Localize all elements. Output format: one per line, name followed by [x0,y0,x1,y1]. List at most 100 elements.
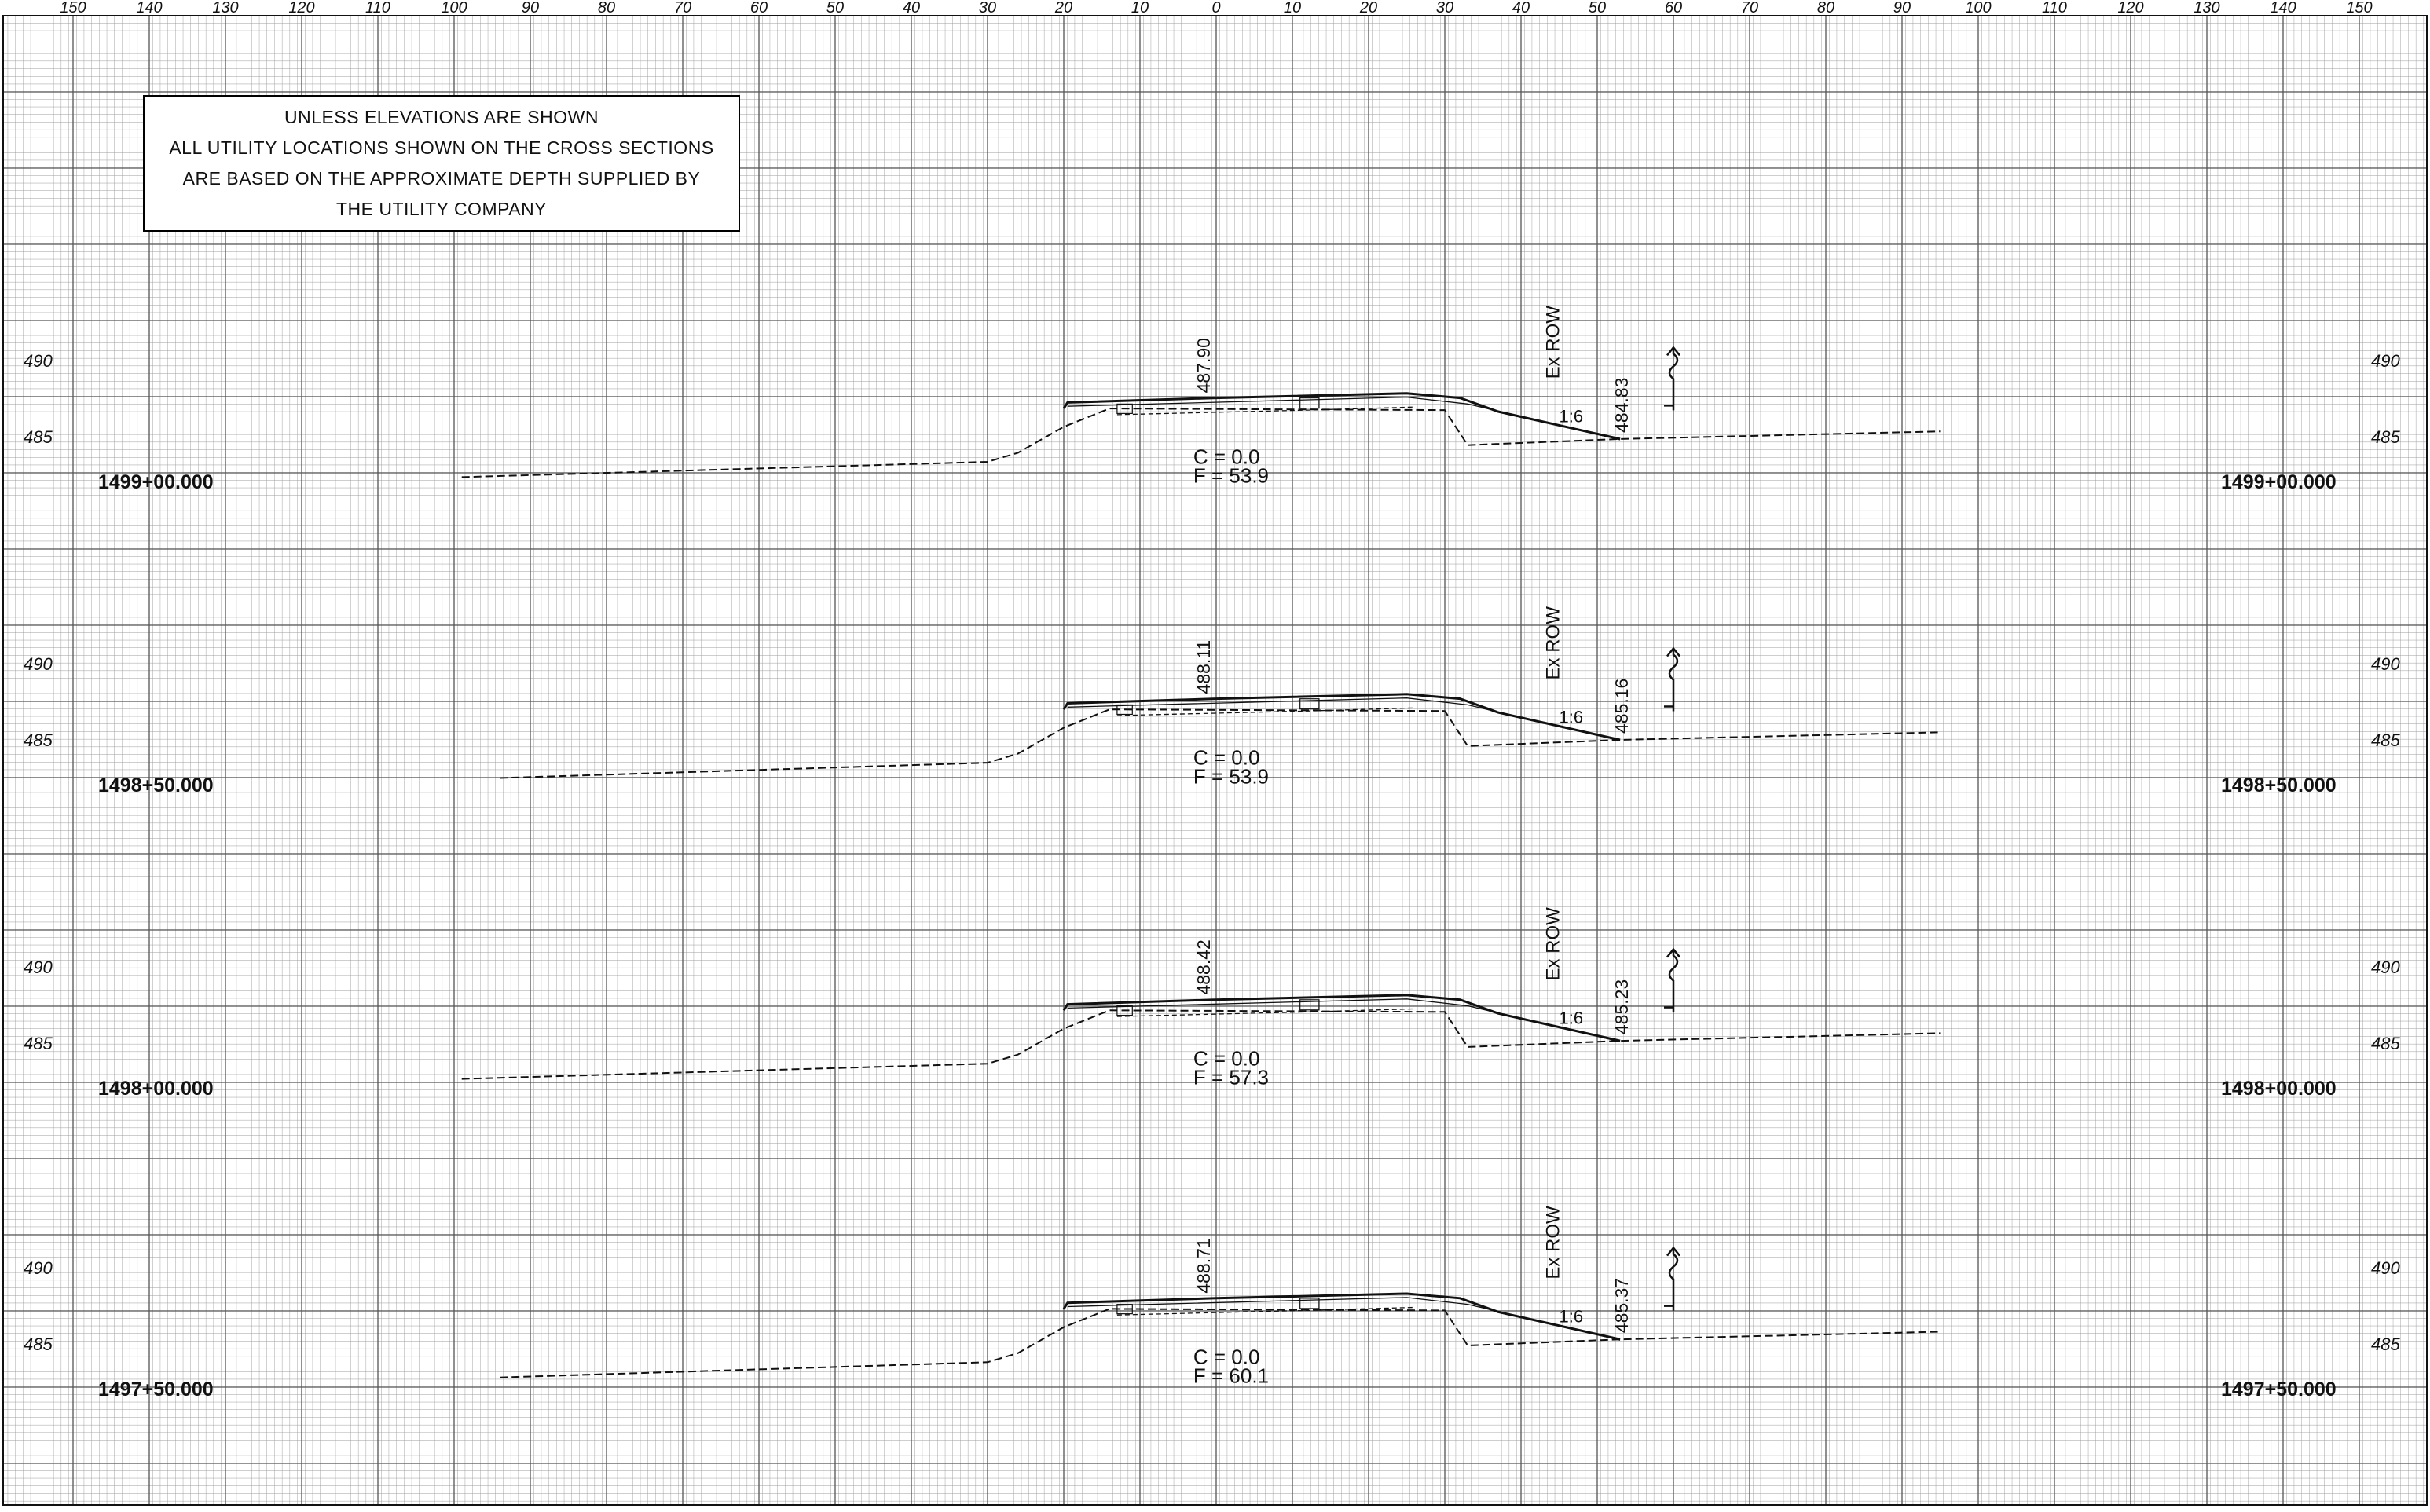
offset-tick-label: 50 [1589,0,1606,16]
pavement-layer-line [1067,1297,1621,1341]
utility-box-right [1299,698,1320,710]
centerline-elevation-label: 487.90 [1193,338,1214,393]
station-label-right: 1498+50.000 [2221,774,2337,796]
note-line-2: ALL UTILITY LOCATIONS SHOWN ON THE CROSS… [169,137,714,158]
offset-tick-label: 40 [1512,0,1530,16]
station-label-left: 1498+00.000 [98,1078,214,1100]
fill-quantity-label: F = 53.9 [1193,463,1269,487]
toe-elevation-label: 485.37 [1611,1278,1632,1333]
fill-quantity-label: F = 60.1 [1193,1364,1269,1388]
row-label: Ex ROW [1543,306,1564,379]
offset-tick-label: 60 [750,0,768,16]
row-marker-arrow-icon [1666,1246,1680,1257]
cut-quantity-label: C = 0.0 [1193,445,1260,468]
centerline-elevation-label: 488.42 [1193,939,1214,994]
elevation-label-485-right: 485 [2371,1034,2400,1053]
sections-layer: 490 485 490 485 1499+00.000 1499+00.000 487.90… [24,306,2400,1400]
offset-tick-label: 30 [979,0,996,16]
note-line-1: UNLESS ELEVATIONS ARE SHOWN [284,107,599,127]
offset-tick-label: 80 [1817,0,1834,16]
row-marker-arrow-icon [1666,346,1680,357]
row-label: Ex ROW [1543,907,1564,981]
subgrade-line [1116,707,1415,716]
elevation-label-490: 490 [24,351,53,371]
offset-tick-label: 40 [903,0,920,16]
elevation-label-490-right: 490 [2371,957,2400,977]
centerline-elevation-label: 488.71 [1193,1238,1214,1293]
offset-tick-label: 80 [598,0,615,16]
toe-elevation-label: 485.16 [1611,679,1632,734]
offset-tick-label: 130 [2194,0,2219,16]
utility-box-left [1116,1304,1133,1315]
offset-tick-label: 90 [1893,0,1911,16]
toe-elevation-label: 485.23 [1611,979,1632,1034]
pavement-layer-line [1067,396,1621,441]
pavement-layer-line [1067,998,1621,1042]
elevation-label-485: 485 [24,427,53,447]
offset-tick-label: 150 [60,0,86,16]
station-label-left: 1499+00.000 [98,471,214,493]
utility-box-right [1299,999,1320,1011]
station-label-right: 1499+00.000 [2221,471,2337,493]
slope-label: 1:6 [1560,406,1584,426]
cut-quantity-label: C = 0.0 [1193,1047,1260,1071]
utility-note: UNLESS ELEVATIONS ARE SHOWN ALL UTILITY … [143,95,740,232]
cross-section-4: 490 485 490 485 1497+50.000 1497+50.000 488.71… [24,1206,2400,1400]
row-label: Ex ROW [1543,1206,1564,1280]
row-marker-icon [1668,648,1679,712]
offset-tick-label: 70 [674,0,691,16]
offset-tick-label: 100 [1965,0,1991,16]
utility-box-right [1299,397,1320,409]
cut-quantity-label: C = 0.0 [1193,745,1260,769]
existing-ground-line [461,408,1941,478]
note-line-3: ARE BASED ON THE APPROXIMATE DEPTH SUPPL… [182,168,701,189]
slope-label: 1:6 [1560,1009,1584,1028]
pavement-layer-line [1067,697,1621,741]
elevation-label-490: 490 [24,1258,53,1278]
cross-section-3: 490 485 490 485 1498+00.000 1498+00.000 488.42… [24,907,2400,1100]
elevation-label-485-right: 485 [2371,730,2400,750]
row-label: Ex ROW [1543,606,1564,680]
utility-box-right [1299,1298,1320,1309]
station-label-left: 1497+50.000 [98,1378,214,1400]
toe-elevation-label: 484.83 [1611,378,1632,433]
elevation-label-485-right: 485 [2371,1334,2400,1354]
existing-ground-line [461,1009,1941,1080]
offset-tick-label: 90 [522,0,539,16]
offset-tick-label: 100 [441,0,467,16]
cut-quantity-label: C = 0.0 [1193,1345,1260,1369]
subgrade-line [1116,1008,1415,1017]
offset-tick-label: 110 [365,0,390,16]
minor-grid [3,16,2427,1505]
offset-tick-label: 130 [212,0,238,16]
row-marker-icon [1668,949,1679,1012]
elevation-label-485: 485 [24,1034,53,1053]
offset-tick-label: 0 [1211,0,1220,16]
elevation-label-485: 485 [24,730,53,750]
elevation-label-490-right: 490 [2371,351,2400,371]
offset-tick-label: 150 [2346,0,2372,16]
elevation-label-490-right: 490 [2371,654,2400,674]
elevation-label-490: 490 [24,654,53,674]
centerline-elevation-label: 488.11 [1193,640,1214,694]
elevation-label-490-right: 490 [2371,1258,2400,1278]
station-label-right: 1498+00.000 [2221,1078,2337,1100]
major-grid [3,16,2427,1505]
row-marker-arrow-icon [1666,947,1680,958]
row-marker-icon [1668,1247,1679,1311]
offset-tick-label: 140 [136,0,162,16]
note-line-4: THE UTILITY COMPANY [335,199,548,219]
offset-tick-label: 10 [1131,0,1149,16]
offset-tick-label: 60 [1665,0,1682,16]
row-marker-arrow-icon [1666,646,1680,657]
elevation-label-490: 490 [24,957,53,977]
station-label-left: 1498+50.000 [98,774,214,796]
elevation-label-485: 485 [24,1334,53,1354]
cross-section-1: 490 485 490 485 1499+00.000 1499+00.000 487.90… [24,306,2400,493]
subgrade-line [1116,1306,1415,1316]
elevation-label-485-right: 485 [2371,427,2400,447]
fill-quantity-label: F = 53.9 [1193,764,1269,788]
offset-tick-label: 50 [826,0,844,16]
